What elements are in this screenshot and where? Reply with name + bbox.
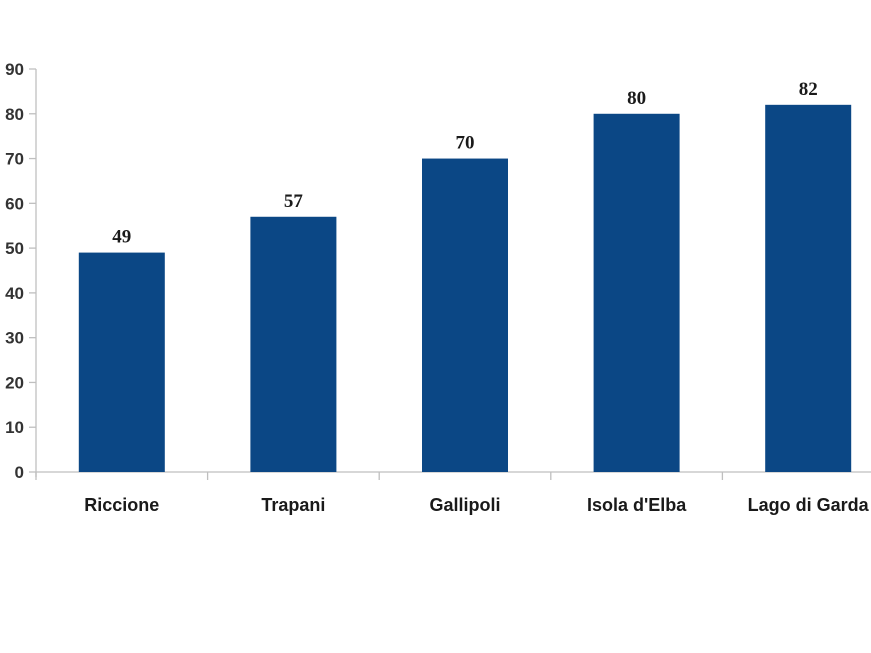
- bar-lago-di-garda: [765, 104, 852, 473]
- x-category-label: Gallipoli: [429, 495, 500, 515]
- bar-isola-d-elba: [593, 113, 680, 473]
- bar-trapani: [250, 216, 337, 472]
- x-axis: Riccione Trapani Gallipoli Isola d'Elba Lago…: [35, 471, 871, 515]
- y-tick-label: 80: [5, 105, 24, 124]
- bar-riccione: [78, 252, 165, 472]
- y-tick-label: 50: [5, 239, 24, 258]
- x-category-label: Isola d'Elba: [587, 495, 687, 515]
- y-tick-label: 10: [5, 418, 24, 437]
- bar-value-label: 80: [627, 88, 646, 109]
- bar-value-label: 70: [456, 133, 475, 154]
- bar-value-label: 57: [284, 191, 304, 212]
- y-tick-label: 90: [5, 60, 24, 79]
- bar-gallipoli: [422, 158, 508, 473]
- x-category-label: Trapani: [261, 495, 325, 515]
- y-axis: 0 10 20 30 40 50 60 70 80 90: [5, 60, 37, 482]
- y-tick-label: 20: [5, 373, 24, 392]
- y-tick-label: 60: [5, 194, 24, 213]
- bar-value-label: 82: [799, 79, 818, 100]
- bar-value-label: 49: [112, 227, 131, 248]
- x-category-label: Lago di Garda: [748, 495, 870, 515]
- y-tick-label: 40: [5, 284, 24, 303]
- y-tick-label: 70: [5, 150, 24, 169]
- bars: 49 57 70 80 82: [78, 79, 852, 473]
- y-tick-label: 0: [15, 463, 24, 482]
- x-category-label: Riccione: [84, 495, 159, 515]
- y-tick-label: 30: [5, 329, 24, 348]
